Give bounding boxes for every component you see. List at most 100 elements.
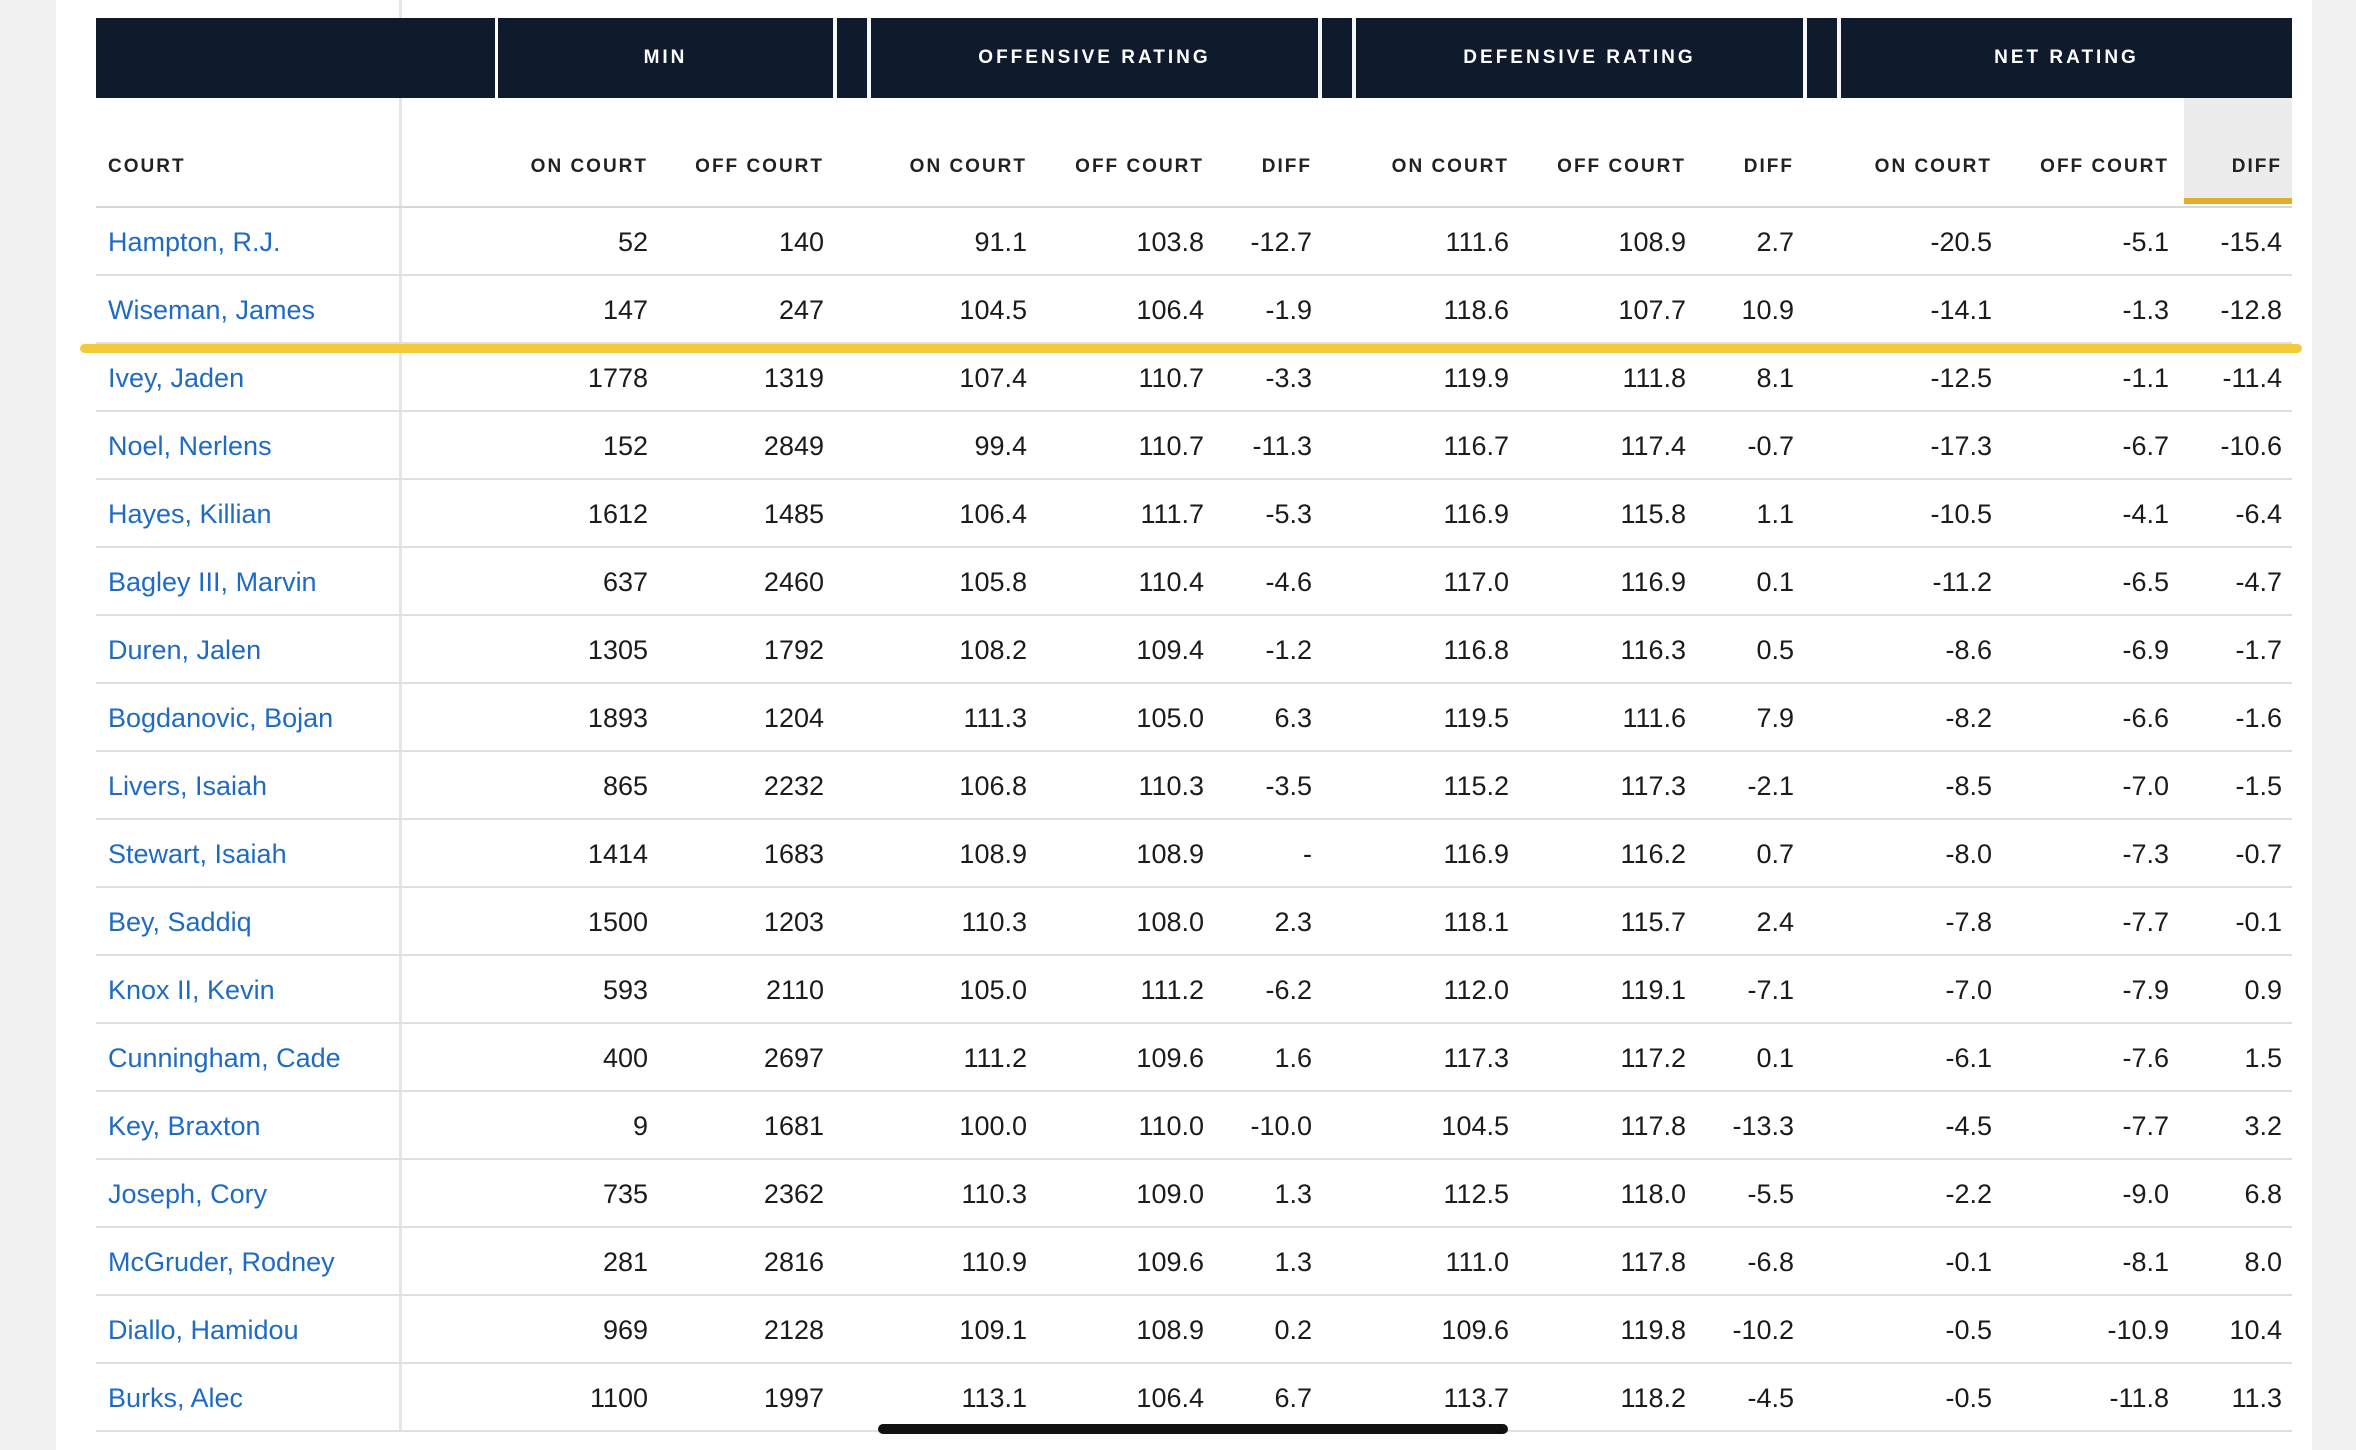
player-link[interactable]: Stewart, Isaiah bbox=[108, 839, 287, 869]
player-link[interactable]: Bey, Saddiq bbox=[108, 907, 252, 937]
cell-net-on-court: -8.2 bbox=[1945, 703, 1992, 733]
table-row: Knox II, Kevin 593 2110 105.0 111.2 -6.2 112.0… bbox=[96, 956, 2292, 1024]
cell-def-off-court: 115.7 bbox=[1620, 907, 1686, 937]
column-header-off-on-court[interactable]: ON COURT bbox=[909, 156, 1027, 177]
group-gap bbox=[833, 18, 837, 98]
cell-def-diff: -6.8 bbox=[1747, 1247, 1794, 1277]
cell-def-off-court: 117.2 bbox=[1620, 1043, 1686, 1073]
cell-net-diff: -1.5 bbox=[2235, 771, 2282, 801]
column-header-court[interactable]: COURT bbox=[108, 156, 186, 177]
cell-off-off-court: 109.0 bbox=[1136, 1179, 1204, 1209]
cell-net-off-court: -6.9 bbox=[2122, 635, 2169, 665]
player-link[interactable]: Knox II, Kevin bbox=[108, 975, 275, 1005]
column-header-off-off-court[interactable]: OFF COURT bbox=[1075, 156, 1204, 177]
cell-net-diff: -12.8 bbox=[2220, 295, 2282, 325]
column-header-def-diff[interactable]: DIFF bbox=[1743, 156, 1794, 177]
cell-off-diff: -11.3 bbox=[1252, 431, 1312, 461]
player-link[interactable]: Bagley III, Marvin bbox=[108, 567, 317, 597]
player-link[interactable]: Cunningham, Cade bbox=[108, 1043, 341, 1073]
cell-net-on-court: -6.1 bbox=[1945, 1043, 1992, 1073]
column-header-def-off-court[interactable]: OFF COURT bbox=[1557, 156, 1686, 177]
cell-min-on-court: 1414 bbox=[587, 839, 648, 869]
cell-off-on-court: 111.3 bbox=[963, 703, 1027, 733]
cell-off-diff: -3.3 bbox=[1265, 363, 1312, 393]
cell-def-diff: 0.7 bbox=[1756, 839, 1794, 869]
column-header-min-on-court[interactable]: ON COURT bbox=[530, 156, 648, 177]
table-row: Wiseman, James 147 247 104.5 106.4 -1.9 118.6 1… bbox=[96, 276, 2292, 344]
cell-def-on-court: 118.1 bbox=[1443, 907, 1509, 937]
column-header-off-diff[interactable]: DIFF bbox=[1261, 156, 1312, 177]
player-link[interactable]: McGruder, Rodney bbox=[108, 1247, 335, 1277]
highlight-line bbox=[80, 344, 2302, 353]
player-link[interactable]: Key, Braxton bbox=[108, 1111, 261, 1141]
cell-min-on-court: 147 bbox=[602, 295, 648, 325]
cell-off-off-court: 103.8 bbox=[1136, 227, 1204, 257]
cell-off-diff: -4.6 bbox=[1265, 567, 1312, 597]
cell-off-diff: 6.3 bbox=[1274, 703, 1312, 733]
player-link[interactable]: Burks, Alec bbox=[108, 1383, 244, 1413]
group-header-spacer bbox=[1322, 18, 1352, 98]
player-link[interactable]: Livers, Isaiah bbox=[108, 771, 268, 801]
player-link[interactable]: Bogdanovic, Bojan bbox=[108, 703, 334, 733]
player-link[interactable]: Hayes, Killian bbox=[108, 499, 272, 529]
column-header-def-on-court[interactable]: ON COURT bbox=[1391, 156, 1509, 177]
cell-net-off-court: -7.3 bbox=[2122, 839, 2169, 869]
cell-min-on-court: 637 bbox=[602, 567, 648, 597]
player-link[interactable]: Joseph, Cory bbox=[108, 1179, 268, 1209]
cell-min-on-court: 52 bbox=[617, 227, 648, 257]
cell-def-on-court: 116.9 bbox=[1443, 839, 1509, 869]
cell-def-on-court: 118.6 bbox=[1443, 295, 1509, 325]
column-header-net-diff[interactable]: DIFF bbox=[2231, 156, 2282, 177]
cell-def-on-court: 119.5 bbox=[1443, 703, 1509, 733]
column-header-min-off-court[interactable]: OFF COURT bbox=[695, 156, 824, 177]
cell-def-on-court: 112.0 bbox=[1443, 975, 1509, 1005]
cell-def-on-court: 116.9 bbox=[1443, 499, 1509, 529]
cell-def-on-court: 111.0 bbox=[1445, 1247, 1509, 1277]
cell-def-diff: -13.3 bbox=[1732, 1111, 1794, 1141]
cell-net-off-court: -6.5 bbox=[2122, 567, 2169, 597]
cell-def-diff: -2.1 bbox=[1747, 771, 1794, 801]
cell-off-on-court: 105.0 bbox=[959, 975, 1027, 1005]
player-link[interactable]: Duren, Jalen bbox=[108, 635, 262, 665]
cell-off-diff: - bbox=[1303, 839, 1312, 869]
player-link[interactable]: Ivey, Jaden bbox=[108, 363, 245, 393]
column-header-net-on-court[interactable]: ON COURT bbox=[1874, 156, 1992, 177]
group-header-spacer bbox=[837, 18, 867, 98]
cell-net-diff: -1.6 bbox=[2235, 703, 2282, 733]
cell-off-on-court: 110.3 bbox=[961, 907, 1027, 937]
cell-off-on-court: 110.3 bbox=[961, 1179, 1027, 1209]
cell-min-on-court: 281 bbox=[602, 1247, 648, 1277]
group-header-defensive-rating: DEFENSIVE RATING bbox=[1356, 18, 1803, 98]
player-link[interactable]: Diallo, Hamidou bbox=[108, 1315, 299, 1345]
cell-def-on-court: 104.5 bbox=[1441, 1111, 1509, 1141]
cell-def-on-court: 115.2 bbox=[1443, 771, 1509, 801]
cell-off-on-court: 108.2 bbox=[959, 635, 1027, 665]
cell-net-diff: 1.5 bbox=[2244, 1043, 2282, 1073]
table-row: Diallo, Hamidou 969 2128 109.1 108.9 0.2 109.6… bbox=[96, 1296, 2292, 1364]
cell-off-off-court: 108.9 bbox=[1136, 1315, 1204, 1345]
table-row: Joseph, Cory 735 2362 110.3 109.0 1.3 112.5 118… bbox=[96, 1160, 2292, 1228]
column-header-net-off-court[interactable]: OFF COURT bbox=[2040, 156, 2169, 177]
table-row: Cunningham, Cade 400 2697 111.2 109.6 1.6 117.… bbox=[96, 1024, 2292, 1092]
player-link[interactable]: Wiseman, James bbox=[108, 295, 316, 325]
player-link[interactable]: Hampton, R.J. bbox=[108, 227, 281, 257]
cell-net-off-court: -1.3 bbox=[2122, 295, 2169, 325]
cell-min-on-court: 1778 bbox=[587, 363, 648, 393]
cell-min-on-court: 1305 bbox=[587, 635, 648, 665]
cell-off-off-court: 110.7 bbox=[1138, 431, 1204, 461]
group-gap bbox=[867, 18, 871, 98]
cell-min-on-court: 400 bbox=[602, 1043, 648, 1073]
cell-off-diff: 0.2 bbox=[1274, 1315, 1312, 1345]
table-row: McGruder, Rodney 281 2816 110.9 109.6 1.3 111.… bbox=[96, 1228, 2292, 1296]
cell-def-off-court: 118.2 bbox=[1620, 1383, 1686, 1413]
cell-min-on-court: 735 bbox=[602, 1179, 648, 1209]
player-link[interactable]: Noel, Nerlens bbox=[108, 431, 272, 461]
cell-net-off-court: -11.8 bbox=[2109, 1383, 2169, 1413]
cell-def-on-court: 113.7 bbox=[1443, 1383, 1509, 1413]
table-row: Burks, Alec 1100 1997 113.1 106.4 6.7 113.7 118… bbox=[96, 1364, 2292, 1432]
cell-off-diff: -3.5 bbox=[1265, 771, 1312, 801]
scrollbar[interactable] bbox=[878, 1424, 1508, 1434]
cell-net-off-court: -7.6 bbox=[2122, 1043, 2169, 1073]
group-header-net-rating: NET RATING bbox=[1841, 18, 2292, 98]
group-header-spacer bbox=[1807, 18, 1837, 98]
